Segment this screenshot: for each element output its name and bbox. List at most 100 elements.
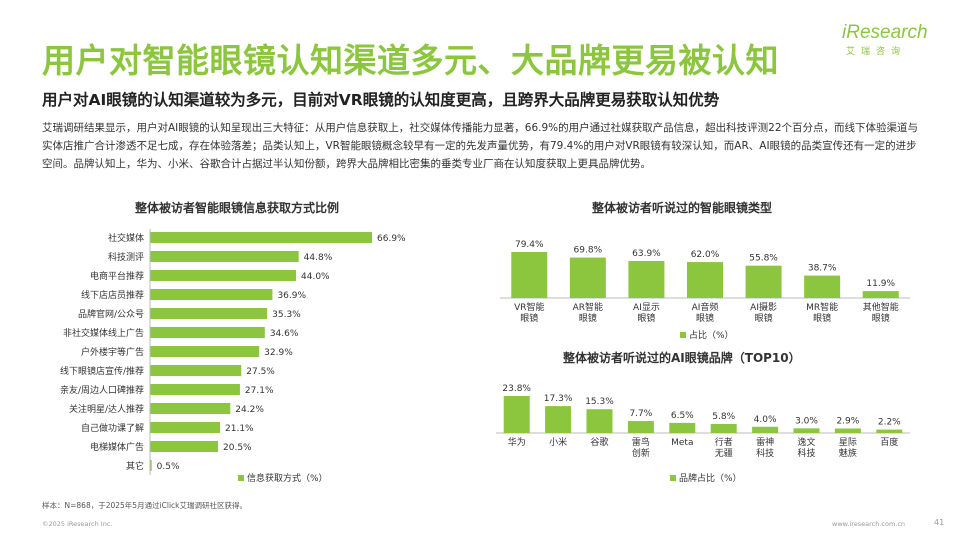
category-label: 小米 bbox=[549, 436, 567, 448]
bar bbox=[627, 421, 654, 433]
value-label: 32.9% bbox=[264, 348, 293, 358]
legend-label: 信息获取方式（%） bbox=[247, 472, 328, 484]
category-label: 魅族 bbox=[839, 447, 857, 459]
bar bbox=[862, 291, 899, 298]
bar bbox=[150, 270, 297, 281]
bar bbox=[669, 422, 696, 433]
category-label: 科技 bbox=[797, 447, 815, 459]
category-label: 自己做功课了解 bbox=[81, 422, 144, 434]
value-label: 4.0% bbox=[754, 415, 777, 425]
value-label: 17.3% bbox=[544, 394, 573, 404]
legend-swatch bbox=[238, 475, 244, 481]
legend-label: 占比（%） bbox=[689, 329, 734, 341]
bar bbox=[150, 384, 240, 395]
summary-paragraph: 艾瑞调研结果显示，用户对AI眼镜的认知呈现出三大特征：从用户信息获取上，社交媒体… bbox=[42, 122, 918, 170]
value-label: 36.9% bbox=[277, 291, 306, 301]
bar bbox=[150, 346, 260, 357]
category-label: 非社交媒体线上广告 bbox=[63, 327, 144, 339]
page-title: 用户对智能眼镜认知渠道多元、大品牌更易被认知 bbox=[42, 41, 779, 80]
value-label: 62.0% bbox=[691, 250, 720, 260]
page-number: 41 bbox=[934, 518, 945, 527]
category-label: 逸文 bbox=[797, 436, 815, 448]
bar bbox=[150, 327, 265, 338]
bar bbox=[150, 365, 242, 376]
legend-swatch bbox=[670, 475, 676, 481]
category-label: 眼镜 bbox=[696, 312, 714, 324]
category-label: AR智能 bbox=[573, 301, 603, 313]
iresearch-logo: iResearch 艾瑞咨询 bbox=[842, 22, 942, 57]
category-label: VR智能 bbox=[514, 301, 544, 313]
value-label: 7.7% bbox=[629, 409, 652, 419]
value-label: 63.9% bbox=[632, 249, 661, 259]
category-label: 线下店店员推荐 bbox=[81, 289, 144, 301]
category-label: 电梯媒体广告 bbox=[90, 441, 144, 453]
category-label: 眼镜 bbox=[755, 312, 773, 324]
value-label: 27.1% bbox=[245, 386, 274, 396]
page-subtitle: 用户对AI眼镜的认知渠道较为多元，目前对VR眼镜的认知度更高，且跨界大品牌更易获… bbox=[42, 91, 720, 109]
category-label: 无疆 bbox=[715, 448, 733, 459]
logo-wordmark: iResearch bbox=[842, 22, 928, 43]
category-label: MR智能 bbox=[806, 301, 838, 313]
value-label: 38.7% bbox=[808, 264, 837, 274]
bar bbox=[150, 232, 372, 243]
category-label: 雷鸟 bbox=[632, 436, 650, 448]
category-label: 眼镜 bbox=[872, 312, 890, 324]
category-label: 雷神 bbox=[756, 436, 774, 448]
category-label: AI音频 bbox=[692, 301, 719, 313]
chart1-title: 整体被访者智能眼镜信息获取方式比例 bbox=[135, 201, 340, 215]
category-label: AI摄影 bbox=[750, 301, 777, 313]
bar bbox=[503, 396, 530, 433]
bar bbox=[793, 428, 820, 433]
bar bbox=[834, 428, 861, 433]
value-label: 35.3% bbox=[272, 310, 301, 320]
bar bbox=[569, 257, 606, 298]
category-label: Meta bbox=[671, 438, 693, 448]
category-label: 华为 bbox=[508, 436, 526, 448]
value-label: 5.8% bbox=[712, 412, 735, 422]
bar bbox=[710, 423, 737, 433]
info-channel-bar-chart: 社交媒体 66.9% 科技测评 44.8% 电商平台推荐 44.0% 线下店店员推荐 36.9… bbox=[60, 229, 406, 484]
category-label: 科技测评 bbox=[108, 251, 144, 263]
bar bbox=[752, 426, 779, 433]
category-label: 星际 bbox=[839, 437, 857, 448]
value-label: 23.8% bbox=[502, 384, 531, 394]
category-label: 创新 bbox=[632, 447, 650, 459]
value-label: 44.8% bbox=[304, 253, 333, 263]
legend-label: 品牌占比（%） bbox=[679, 472, 742, 484]
category-label: 百度 bbox=[880, 436, 898, 448]
bar bbox=[150, 308, 268, 319]
sample-note: 样本：N=868，于2025年5月通过iClick艾瑞调研社区获得。 bbox=[42, 501, 248, 510]
bar bbox=[876, 429, 903, 433]
legend-swatch bbox=[680, 332, 686, 338]
category-label: 行者 bbox=[715, 436, 733, 448]
bar bbox=[150, 422, 221, 433]
copyright: ©2025 iResearch Inc. bbox=[42, 520, 113, 528]
chart2-title: 整体被访者听说过的智能眼镜类型 bbox=[592, 201, 773, 215]
category-label: 电商平台推荐 bbox=[90, 270, 144, 282]
value-label: 21.1% bbox=[225, 424, 254, 434]
bar bbox=[150, 460, 152, 471]
bar bbox=[804, 275, 841, 298]
bar bbox=[150, 441, 219, 452]
value-label: 3.0% bbox=[795, 416, 818, 426]
bar bbox=[628, 260, 665, 298]
bar bbox=[150, 289, 273, 300]
value-label: 15.3% bbox=[585, 397, 614, 407]
value-label: 2.9% bbox=[836, 416, 859, 426]
category-label: 眼镜 bbox=[637, 312, 655, 324]
category-label: 眼镜 bbox=[813, 312, 831, 324]
value-label: 55.8% bbox=[749, 254, 778, 264]
value-label: 11.9% bbox=[866, 279, 895, 289]
bar bbox=[511, 252, 548, 298]
bar bbox=[150, 403, 231, 414]
category-label: 品牌官网/公众号 bbox=[78, 308, 144, 320]
value-label: 66.9% bbox=[377, 234, 406, 244]
bar bbox=[745, 265, 782, 298]
category-label: 关注明星/达人推荐 bbox=[69, 403, 144, 415]
category-label: 其他智能 bbox=[863, 301, 899, 313]
value-label: 27.5% bbox=[246, 367, 275, 377]
category-label: 户外楼宇等广告 bbox=[81, 346, 144, 358]
value-label: 34.6% bbox=[270, 329, 299, 339]
